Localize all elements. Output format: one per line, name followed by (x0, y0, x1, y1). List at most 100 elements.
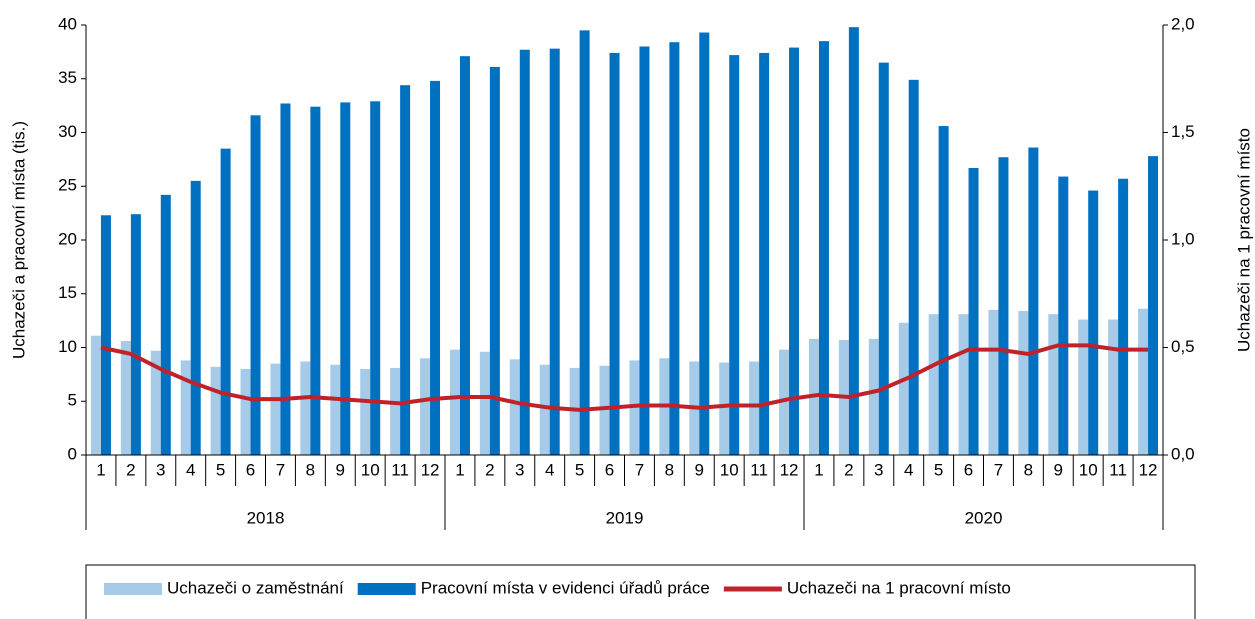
legend-swatch (357, 583, 416, 595)
y-tick-label: 0 (68, 444, 77, 463)
bar (1108, 319, 1119, 455)
bar (669, 42, 680, 455)
bar (579, 30, 590, 455)
x-tick-label: 7 (994, 460, 1003, 479)
bar (1058, 176, 1069, 455)
bar (1088, 190, 1099, 456)
bar (150, 350, 161, 455)
legend-label: Pracovní místa v evidenci úřadů práce (421, 578, 710, 597)
bar (190, 180, 201, 455)
bar (430, 80, 441, 456)
bar (519, 49, 530, 455)
x-tick-label: 3 (515, 460, 524, 479)
bar (360, 369, 371, 455)
bar (719, 362, 730, 455)
x-tick-label: 12 (1139, 460, 1158, 479)
x-tick-label: 4 (904, 460, 913, 479)
x-tick-label: 3 (156, 460, 165, 479)
bar (240, 369, 251, 455)
bar (759, 52, 770, 455)
group-label: 2020 (965, 508, 1003, 527)
x-tick-label: 9 (695, 460, 704, 479)
y-tick-label: 20 (58, 229, 77, 248)
line (100, 343, 1149, 412)
bar (270, 363, 281, 455)
x-tick-label: 2 (844, 460, 853, 479)
bar (160, 194, 171, 455)
y-tick-label: 40 (58, 14, 77, 33)
x-tick-label: 2 (126, 460, 135, 479)
bar (908, 79, 919, 455)
x-tick-label: 9 (336, 460, 345, 479)
bar (848, 27, 859, 456)
bar (539, 364, 550, 455)
x-tick-label: 11 (1109, 460, 1127, 479)
x-tick-label: 12 (780, 460, 799, 479)
bar (789, 47, 800, 455)
legend-swatch (104, 583, 162, 595)
bar (1118, 178, 1129, 455)
bar (549, 48, 560, 456)
x-tick-label: 10 (720, 460, 739, 479)
bar (220, 148, 231, 455)
bar (390, 367, 401, 455)
y-tick-label: 35 (58, 68, 77, 87)
x-tick-label: 7 (635, 460, 644, 479)
x-tick-label: 12 (421, 460, 440, 479)
x-tick-label: 10 (1079, 460, 1098, 479)
bar (699, 32, 710, 456)
x-tick-label: 1 (455, 460, 464, 479)
bar (479, 351, 490, 455)
legend-label: Uchazeči o zaměstnání (167, 578, 344, 597)
x-tick-label: 5 (575, 460, 584, 479)
bar (90, 335, 101, 455)
bar (340, 102, 351, 456)
bar (609, 52, 620, 455)
bar (330, 364, 341, 455)
x-tick-label: 8 (306, 460, 315, 479)
bar (1148, 156, 1159, 455)
bar (310, 106, 321, 455)
x-tick-label: 7 (276, 460, 285, 479)
bar (1048, 314, 1059, 455)
bar (868, 338, 879, 455)
bar (489, 66, 500, 456)
legend-label: Uchazeči na 1 pracovní místo (787, 578, 1011, 597)
y-tick-label: 25 (58, 176, 77, 195)
group-label: 2019 (606, 508, 644, 527)
x-tick-label: 8 (1024, 460, 1033, 479)
x-tick-label: 3 (874, 460, 883, 479)
y-tick-label: 15 (58, 283, 77, 302)
y2-tick-label: 1,0 (1171, 229, 1195, 248)
bar (998, 157, 1009, 455)
x-tick-label: 5 (216, 460, 225, 479)
bar (180, 360, 191, 455)
bar (1138, 308, 1149, 455)
bar (968, 167, 979, 455)
x-tick-label: 5 (934, 460, 943, 479)
bar (749, 361, 760, 455)
bar (938, 126, 949, 456)
bar (729, 55, 740, 455)
x-tick-label: 11 (750, 460, 768, 479)
y-axis-title: Uchazeči a pracovní místa (tis.) (9, 121, 28, 359)
bar (1018, 310, 1029, 455)
bar (639, 46, 650, 455)
bar (400, 85, 411, 455)
y2-axis-title: Uchazeči na 1 pracovní místo (1234, 128, 1253, 352)
bar (928, 314, 939, 455)
x-tick-label: 1 (96, 460, 105, 479)
x-tick-label: 4 (186, 460, 195, 479)
legend-box (85, 564, 1196, 619)
y-tick-label: 30 (58, 122, 77, 141)
y2-tick-label: 0,0 (1171, 444, 1195, 463)
bar (779, 349, 790, 455)
x-tick-label: 6 (964, 460, 973, 479)
bar (878, 62, 889, 455)
x-tick-label: 6 (246, 460, 255, 479)
x-tick-label: 1 (814, 460, 823, 479)
y-tick-label: 5 (68, 391, 77, 410)
x-tick-label: 9 (1054, 460, 1063, 479)
y2-tick-label: 2,0 (1171, 14, 1195, 33)
